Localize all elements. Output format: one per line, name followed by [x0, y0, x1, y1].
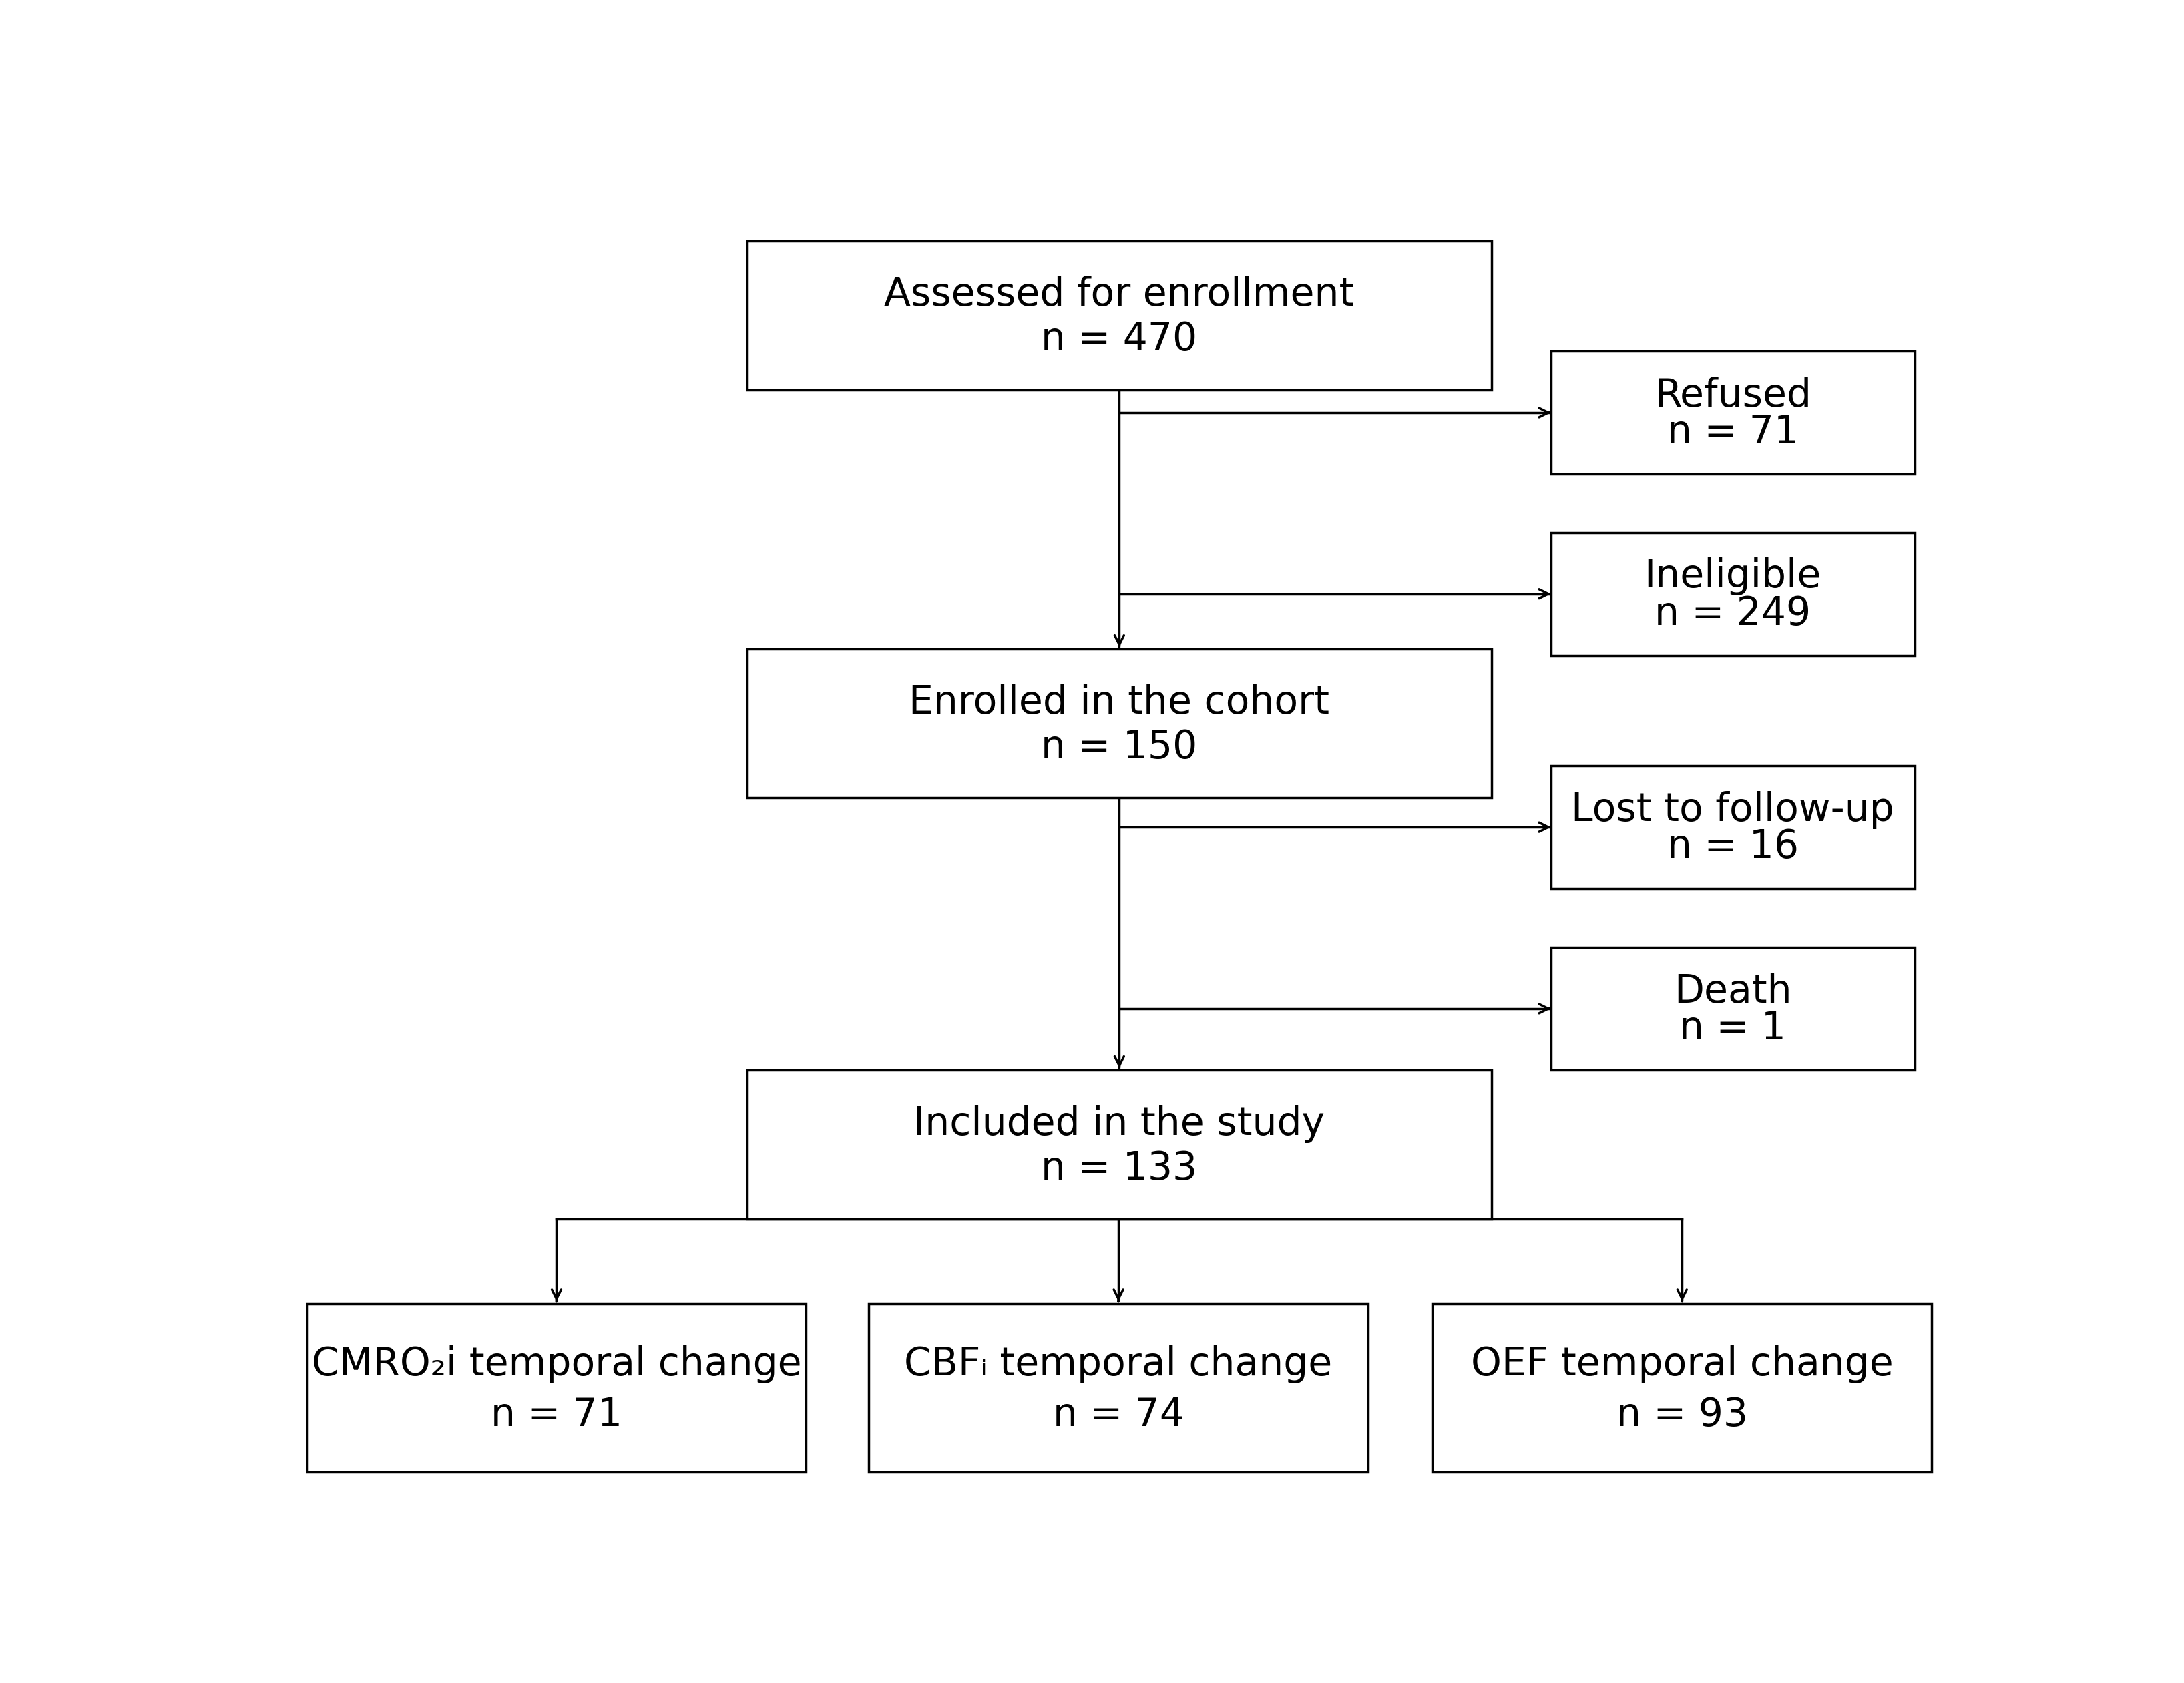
- Text: Assessed for enrollment: Assessed for enrollment: [885, 276, 1354, 313]
- Text: Enrolled in the cohort: Enrolled in the cohort: [909, 683, 1330, 722]
- Text: n = 470: n = 470: [1042, 320, 1197, 358]
- Text: Refused: Refused: [1655, 377, 1811, 414]
- FancyBboxPatch shape: [1551, 948, 1915, 1070]
- Text: CBFᵢ temporal change: CBFᵢ temporal change: [904, 1345, 1332, 1383]
- Text: n = 133: n = 133: [1042, 1149, 1197, 1188]
- Text: n = 71: n = 71: [1666, 414, 1800, 451]
- Text: Included in the study: Included in the study: [913, 1104, 1326, 1143]
- Text: CMRO₂i temporal change: CMRO₂i temporal change: [312, 1345, 802, 1383]
- FancyBboxPatch shape: [1433, 1303, 1931, 1473]
- Text: n = 249: n = 249: [1655, 594, 1811, 633]
- FancyBboxPatch shape: [869, 1303, 1367, 1473]
- Text: OEF temporal change: OEF temporal change: [1470, 1345, 1894, 1383]
- FancyBboxPatch shape: [747, 241, 1492, 390]
- FancyBboxPatch shape: [1551, 532, 1915, 655]
- FancyBboxPatch shape: [1551, 352, 1915, 475]
- FancyBboxPatch shape: [747, 650, 1492, 798]
- Text: Death: Death: [1673, 973, 1791, 1010]
- FancyBboxPatch shape: [747, 1070, 1492, 1218]
- Text: Ineligible: Ineligible: [1645, 557, 1821, 596]
- FancyBboxPatch shape: [1551, 766, 1915, 889]
- Text: n = 1: n = 1: [1679, 1010, 1787, 1047]
- FancyBboxPatch shape: [306, 1303, 806, 1473]
- Text: n = 150: n = 150: [1042, 729, 1197, 766]
- Text: n = 74: n = 74: [1053, 1395, 1184, 1434]
- Text: n = 71: n = 71: [491, 1395, 622, 1434]
- Text: Lost to follow-up: Lost to follow-up: [1570, 791, 1894, 830]
- Text: n = 93: n = 93: [1616, 1395, 1747, 1434]
- Text: n = 16: n = 16: [1666, 828, 1800, 867]
